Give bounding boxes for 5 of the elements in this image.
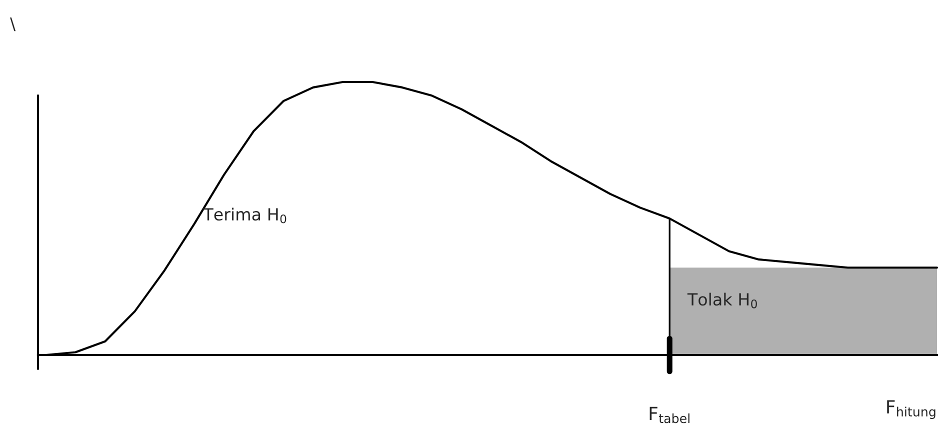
text: F$_{hitung}$ (887, 400, 936, 419)
annotation: Tolak H$_{0}$ (687, 292, 757, 308)
annotation: Terima H$_{0}$ (203, 208, 286, 224)
text: F$_{tabel}$ (650, 406, 690, 424)
text: \ (10, 17, 16, 32)
